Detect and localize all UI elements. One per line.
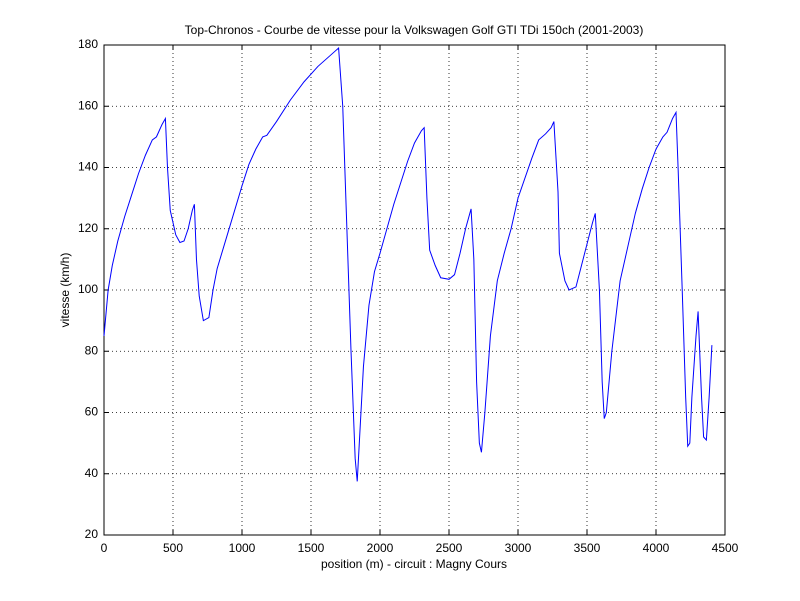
y-tick-label: 80 bbox=[85, 343, 99, 357]
x-tick-label: 4500 bbox=[712, 541, 739, 555]
y-tick-label: 180 bbox=[78, 37, 98, 51]
x-tick-label: 2500 bbox=[436, 541, 463, 555]
y-tick-label: 140 bbox=[78, 160, 98, 174]
y-tick-label: 160 bbox=[78, 98, 98, 112]
x-tick-label: 3000 bbox=[505, 541, 532, 555]
y-axis-label: vitesse (km/h) bbox=[58, 253, 72, 328]
x-tick-label: 0 bbox=[101, 541, 108, 555]
x-tick-label: 2000 bbox=[367, 541, 394, 555]
speed-line bbox=[103, 47, 713, 482]
x-tick-label: 1500 bbox=[298, 541, 325, 555]
y-tick-label: 40 bbox=[85, 466, 99, 480]
x-tick-label: 4000 bbox=[643, 541, 670, 555]
plot-frame bbox=[103, 44, 726, 536]
x-axis-label: position (m) - circuit : Magny Cours bbox=[321, 557, 507, 571]
chart-title: Top-Chronos - Courbe de vitesse pour la … bbox=[185, 23, 644, 37]
x-tick-label: 3500 bbox=[574, 541, 601, 555]
y-tick-label: 20 bbox=[85, 527, 99, 541]
y-tick-label: 120 bbox=[78, 221, 98, 235]
y-tick-label: 100 bbox=[78, 282, 98, 296]
y-tick-label: 60 bbox=[85, 405, 99, 419]
x-tick-label: 1000 bbox=[229, 541, 256, 555]
x-tick-label: 500 bbox=[163, 541, 183, 555]
